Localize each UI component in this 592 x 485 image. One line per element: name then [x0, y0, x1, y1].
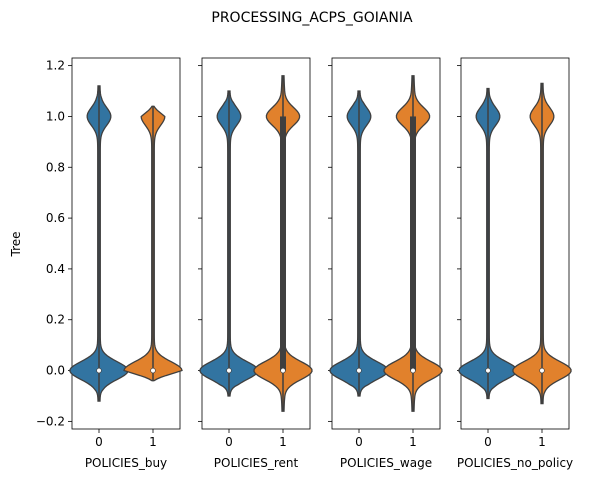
x-tick-label: 0	[225, 435, 233, 449]
y-tick-label: −0.2	[36, 414, 65, 428]
panel-frame	[331, 57, 441, 430]
median-point	[150, 367, 156, 374]
iqr-box	[410, 116, 416, 371]
x-tick-label: 0	[484, 435, 492, 449]
y-axis-label: Tree	[9, 231, 23, 257]
panel-frame	[71, 57, 181, 430]
median-point	[226, 367, 232, 374]
median-point	[280, 367, 286, 374]
panel-3: POLICIES_wage 0 1	[328, 57, 443, 470]
y-tick-label: 0.8	[46, 160, 65, 174]
y-tick-label: 0.0	[46, 364, 65, 378]
x-tick-label: 1	[409, 435, 417, 449]
y-tick-label: 0.6	[46, 211, 65, 225]
panel-2: POLICIES_rent 0 1	[198, 57, 313, 470]
median-point	[96, 367, 102, 374]
iqr-box	[280, 116, 286, 371]
x-axis-label: POLICIES_rent	[214, 456, 299, 470]
panel-frame	[201, 57, 311, 430]
x-tick-label: 0	[355, 435, 363, 449]
median-point	[410, 367, 416, 374]
median-point	[485, 367, 491, 374]
y-tick-label: 0.4	[46, 262, 65, 276]
x-tick-label: 1	[279, 435, 287, 449]
panel-frame	[460, 57, 570, 430]
y-tick-label: 1.0	[46, 109, 65, 123]
x-axis-label: POLICIES_no_policy	[457, 456, 573, 470]
chart-title: PROCESSING_ACPS_GOIANIA	[211, 10, 413, 26]
x-axis-label: POLICIES_buy	[85, 456, 167, 470]
y-tick-label: 0.2	[46, 313, 65, 327]
x-tick-label: 1	[538, 435, 546, 449]
median-point	[539, 367, 545, 374]
y-tick-label: 1.2	[46, 59, 65, 73]
panel-1: −0.2 0.0 0.2 0.4 0.6 0.8 1.0 1.2 POLICIES_buy 0 1	[36, 57, 183, 470]
panel-4: POLICIES_no_policy 0 1	[457, 57, 573, 470]
x-tick-label: 0	[95, 435, 103, 449]
x-tick-label: 1	[149, 435, 157, 449]
x-axis-label: POLICIES_wage	[340, 456, 432, 470]
median-point	[356, 367, 362, 374]
